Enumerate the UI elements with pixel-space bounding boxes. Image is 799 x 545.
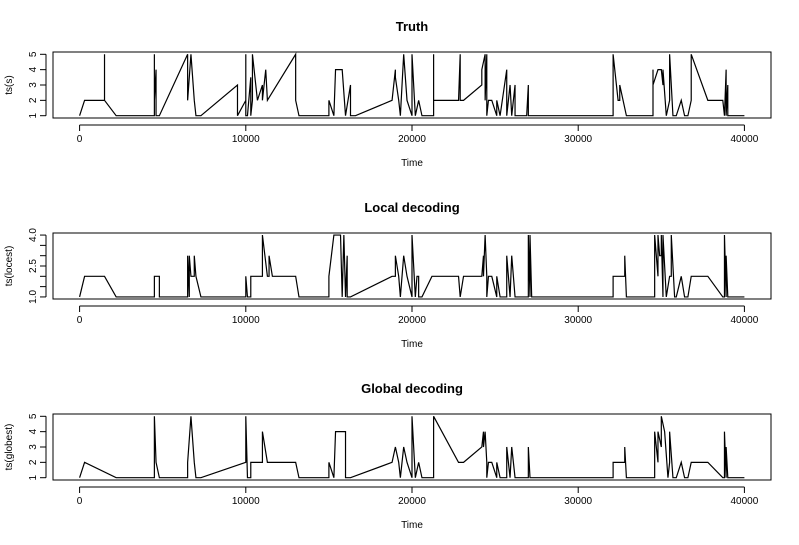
y-tick-label: 1: [28, 112, 39, 118]
chart-panel-1: Truth 0 10000 20000 30000 40000 1 2 3 4 5 Time ts(s): [4, 19, 772, 169]
chart-panel-2: Local decoding 0 10000 20000 30000 40000 1.0 2.…: [4, 200, 772, 350]
x-tick-label: 0: [77, 134, 83, 145]
x-tick-label: 0: [77, 315, 83, 326]
x-tick-label: 10000: [232, 315, 260, 326]
y-axis-title: ts(locest): [4, 246, 15, 287]
y-tick-label: 2: [28, 97, 39, 103]
plot-frame: [52, 413, 772, 481]
x-tick-label: 30000: [564, 315, 592, 326]
chart-title: Truth: [396, 19, 429, 34]
y-axis-title: ts(s): [4, 75, 15, 94]
y-tick-label: 3: [28, 82, 39, 88]
x-tick-label: 20000: [398, 496, 426, 507]
x-tick-label: 0: [77, 496, 83, 507]
x-tick-label: 30000: [564, 134, 592, 145]
y-tick-label: 1: [28, 474, 39, 480]
x-axis-title: Time: [401, 158, 423, 169]
y-axis-title: ts(globest): [4, 424, 15, 471]
x-axis-title: Time: [401, 339, 423, 350]
x-tick-label: 30000: [564, 496, 592, 507]
series-line-1: [79, 234, 745, 298]
x-tick-label: 40000: [731, 134, 759, 145]
series-line-1: [79, 416, 745, 479]
y-tick-label: 1.0: [28, 290, 39, 304]
chart-panel-3: Global decoding 0 10000 20000 30000 40000 1 2 3 4…: [4, 381, 772, 531]
series-line-1: [79, 52, 745, 117]
y-tick-label: 2: [28, 459, 39, 465]
x-tick-label: 20000: [398, 315, 426, 326]
chart-title: Local decoding: [364, 200, 459, 215]
y-tick-label: 5: [28, 51, 39, 57]
y-tick-label: 5: [28, 413, 39, 419]
chart-title: Global decoding: [361, 381, 463, 396]
x-tick-label: 40000: [731, 315, 759, 326]
x-tick-label: 10000: [232, 496, 260, 507]
y-tick-label: 4: [28, 428, 39, 434]
x-tick-label: 40000: [731, 496, 759, 507]
x-axis-title: Time: [401, 520, 423, 531]
x-tick-label: 20000: [398, 134, 426, 145]
y-tick-label: 3: [28, 444, 39, 450]
y-tick-label: 4.0: [28, 228, 39, 242]
x-tick-label: 10000: [232, 134, 260, 145]
y-tick-label: 4: [28, 66, 39, 72]
plot-frame: [52, 51, 772, 119]
y-tick-label: 2.5: [28, 259, 39, 273]
plot-frame: [52, 232, 772, 300]
